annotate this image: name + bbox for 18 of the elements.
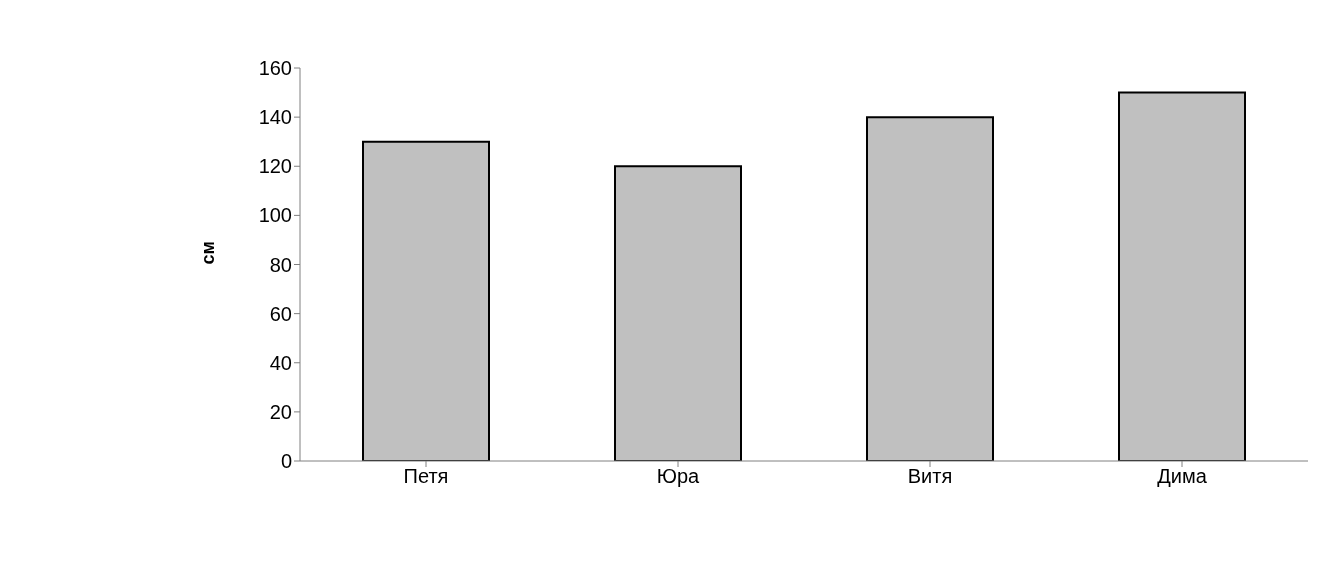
y-tick-label: 0 (280, 450, 292, 473)
y-tick-label: 160 (258, 57, 292, 80)
y-tick-label: 120 (258, 155, 292, 178)
y-tick-label: 80 (269, 253, 292, 276)
bar (1118, 91, 1246, 461)
x-tick-label: Юра (656, 465, 701, 488)
x-tick-label: Витя (907, 465, 953, 488)
y-tick-label: 100 (258, 204, 292, 227)
y-tick-label: 40 (269, 351, 292, 374)
y-tick-label: 20 (269, 400, 292, 423)
y-tick-label: 60 (269, 302, 292, 325)
x-tick-label: Дима (1157, 465, 1208, 488)
y-axis-title: см (198, 241, 219, 265)
bar (362, 140, 490, 461)
x-tick-label: Петя (403, 465, 449, 488)
bar (614, 165, 742, 461)
y-tick-label: 140 (258, 106, 292, 129)
bar (866, 116, 994, 461)
